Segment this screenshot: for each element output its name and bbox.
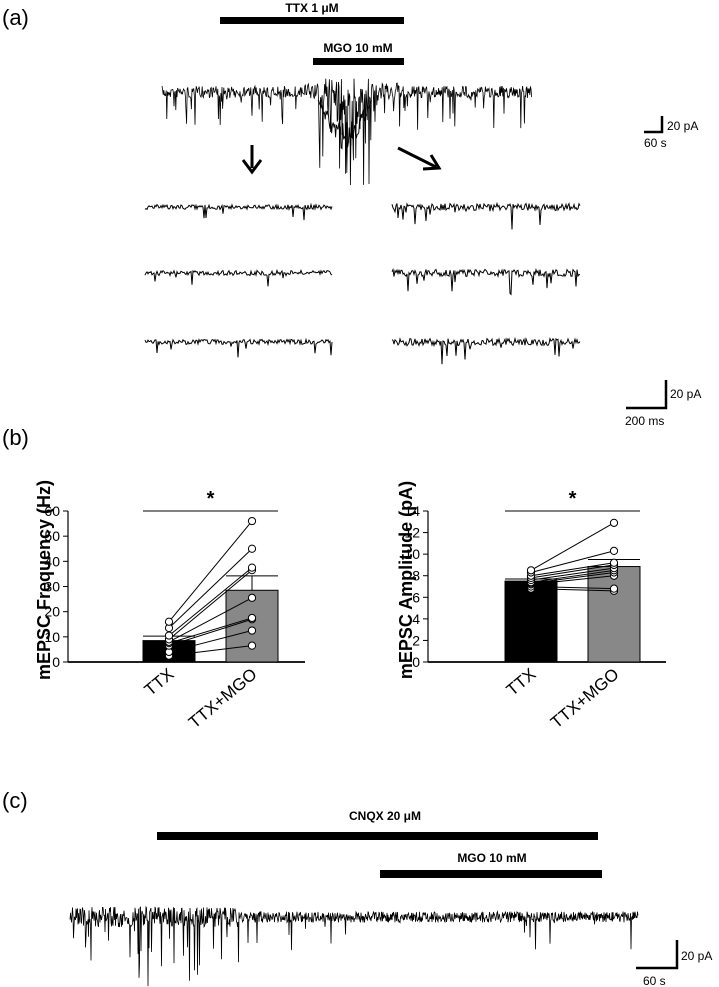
amp-bar-ttx-mgo bbox=[587, 566, 641, 663]
freq-point-ttx-mgo bbox=[247, 613, 257, 623]
panel-c-label: (c) bbox=[2, 788, 28, 813]
inset-traces bbox=[144, 201, 581, 365]
scale-bar-a-main-x-label: 60 s bbox=[644, 136, 667, 150]
freq-point-ttx-mgo bbox=[247, 544, 257, 553]
amp-pair-line bbox=[530, 588, 615, 592]
amp-ytick-label: 0 bbox=[412, 654, 420, 670]
freq-point-ttx-mgo bbox=[247, 641, 257, 650]
amp-pair-line bbox=[530, 571, 615, 584]
cnqx-bar-label: CNQX 20 μM bbox=[349, 809, 421, 823]
amp-point-ttx-mgo bbox=[609, 584, 619, 593]
freq-category-label: TTX bbox=[141, 665, 178, 700]
freq-ytick-label: 0 bbox=[52, 654, 60, 670]
amp-bar-ttx bbox=[504, 580, 558, 663]
freq-point-ttx bbox=[164, 617, 174, 626]
amp-significance-star: * bbox=[569, 488, 577, 510]
freq-pair-line bbox=[168, 569, 253, 640]
inset-mgo-trace-2 bbox=[391, 267, 581, 296]
frequency-chart: mEPSC Frequency (Hz) 0 10 20 30 40 50 60 TTX TTX… bbox=[34, 480, 305, 732]
arrow-right bbox=[397, 146, 442, 171]
freq-point-ttx-mgo bbox=[247, 626, 257, 635]
mgo-c-bar-label: MGO 10 mM bbox=[457, 851, 526, 865]
amp-pair-line bbox=[530, 522, 615, 571]
scale-bar-a-inset-y-label: 20 pA bbox=[670, 387, 701, 401]
scale-bar-a-main-y-label: 20 pA bbox=[667, 119, 698, 133]
amp-pair-line bbox=[530, 575, 615, 585]
cnqx-application-bar bbox=[157, 832, 598, 840]
panel-a-label: (a) bbox=[2, 5, 29, 30]
freq-ytick-label: 60 bbox=[44, 503, 60, 519]
trace-c-path bbox=[69, 905, 639, 987]
freq-point-ttx-mgo bbox=[247, 516, 257, 526]
freq-pair-line bbox=[168, 630, 253, 653]
amp-point-ttx-mgo bbox=[609, 546, 619, 556]
amplitude-chart: mEPSC Amplitude (pA) 0 2 4 6 8 10 12 14 TTX TTX+M… bbox=[396, 481, 666, 732]
freq-ytick-label: 30 bbox=[44, 579, 60, 595]
freq-category-label: TTX+MGO bbox=[185, 665, 261, 733]
scale-bar-a-main: 20 pA 60 s bbox=[644, 116, 698, 150]
scale-bar-a-inset-x-label: 200 ms bbox=[625, 414, 664, 428]
mgo-bar-label: MGO 10 mM bbox=[323, 41, 392, 55]
trace-a-mgo-response bbox=[317, 99, 372, 150]
amp-pair-line bbox=[530, 569, 615, 583]
main-recording-trace-a bbox=[161, 78, 532, 186]
freq-pair-line bbox=[168, 597, 253, 643]
freq-point-ttx-mgo bbox=[247, 593, 257, 602]
trace-a-path bbox=[161, 78, 532, 186]
panel-b-label: (b) bbox=[2, 425, 29, 450]
mgo-application-bar bbox=[313, 58, 404, 65]
amp-ytick-label: 2 bbox=[412, 632, 420, 648]
freq-ytick-label: 40 bbox=[44, 553, 60, 569]
scale-bar-a-inset: 20 pA 200 ms bbox=[625, 380, 701, 428]
freq-pair-line bbox=[168, 520, 253, 623]
amp-ytick-label: 12 bbox=[404, 525, 420, 541]
amp-ytick-label: 14 bbox=[404, 503, 420, 519]
amp-ytick-label: 6 bbox=[412, 589, 420, 605]
inset-ttx-trace-2 bbox=[144, 268, 333, 287]
amp-point-ttx bbox=[526, 566, 536, 575]
freq-ytick-label: 20 bbox=[44, 604, 60, 620]
inset-mgo-trace-3 bbox=[391, 336, 581, 365]
amp-ytick-label: 4 bbox=[412, 611, 420, 627]
scale-bar-c: 20 pA 60 s bbox=[636, 940, 712, 987]
ttx-application-bar bbox=[220, 17, 404, 24]
freq-point-ttx bbox=[164, 631, 174, 640]
inset-mgo-trace-1 bbox=[391, 201, 581, 230]
arrow-left bbox=[241, 145, 263, 175]
scale-bar-c-x-label: 60 s bbox=[643, 974, 666, 987]
amp-category-label: TTX bbox=[503, 665, 540, 700]
main-recording-trace-c bbox=[69, 905, 639, 987]
frequency-ylabel: mEPSC Frequency (Hz) bbox=[34, 480, 54, 680]
amp-pair-line bbox=[530, 564, 615, 579]
amp-category-label: TTX+MGO bbox=[547, 665, 623, 733]
amp-point-ttx-mgo bbox=[609, 518, 619, 527]
ttx-bar-label: TTX 1 μM bbox=[285, 1, 338, 15]
inset-ttx-trace-3 bbox=[144, 337, 333, 358]
amp-point-ttx-mgo bbox=[609, 558, 619, 567]
amp-pair-line bbox=[530, 562, 615, 577]
mgo-c-application-bar bbox=[380, 870, 602, 878]
amp-ytick-label: 10 bbox=[404, 546, 420, 562]
amplitude-ylabel: mEPSC Amplitude (pA) bbox=[396, 481, 416, 679]
amp-pair-line bbox=[530, 567, 615, 581]
amp-ytick-label: 8 bbox=[412, 568, 420, 584]
freq-ytick-label: 50 bbox=[44, 528, 60, 544]
freq-pair-line bbox=[168, 617, 253, 644]
freq-pair-line bbox=[168, 618, 253, 647]
freq-pair-line bbox=[168, 645, 253, 657]
freq-ytick-label: 10 bbox=[44, 629, 60, 645]
freq-point-ttx-mgo bbox=[247, 563, 257, 572]
amp-pair-line bbox=[530, 550, 615, 573]
inset-ttx-trace-1 bbox=[144, 202, 333, 221]
freq-pair-line bbox=[168, 567, 253, 636]
amp-pair-line bbox=[530, 586, 615, 590]
freq-significance-star: * bbox=[207, 488, 215, 510]
freq-pair-line bbox=[168, 548, 253, 629]
scale-bar-c-y-label: 20 pA bbox=[681, 949, 712, 963]
